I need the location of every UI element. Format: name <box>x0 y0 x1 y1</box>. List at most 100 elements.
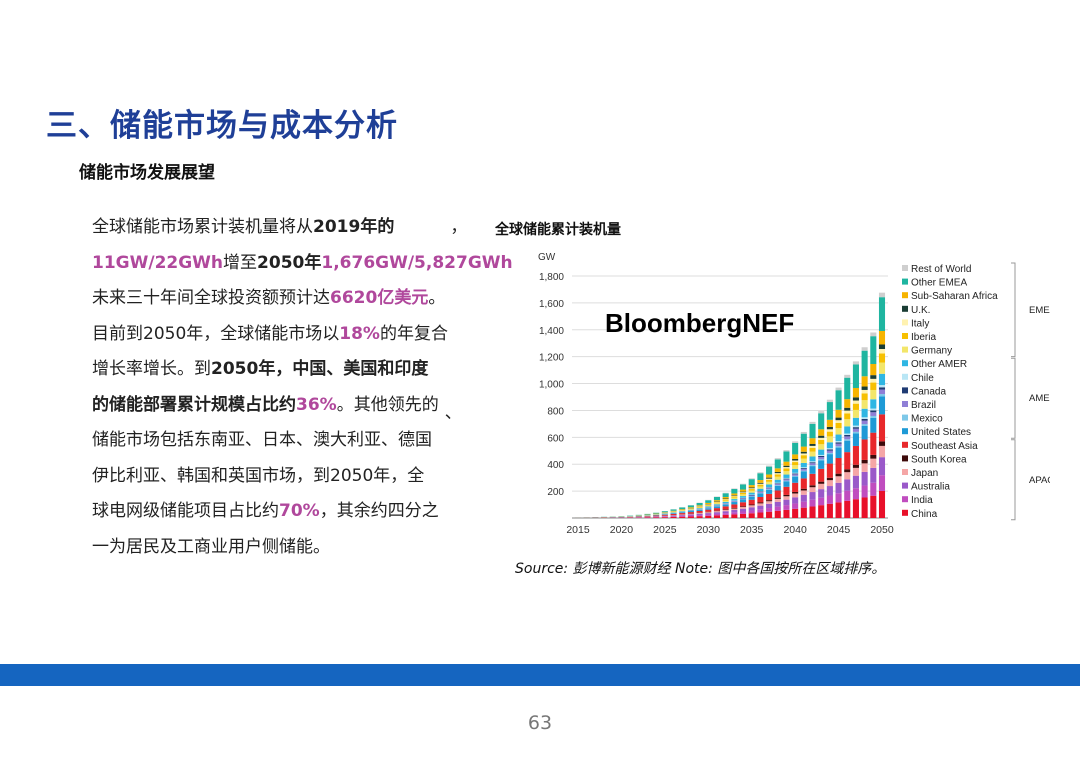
bar-segment <box>705 515 712 518</box>
bar-segment <box>705 506 712 508</box>
bar-segment <box>722 509 729 512</box>
bar-segment <box>800 431 807 434</box>
chart-title: 全球储能累计装机量 <box>495 222 621 238</box>
text-segment: ，其余约四分之 <box>319 501 439 521</box>
bar-segment <box>861 485 868 498</box>
region-bracket <box>1011 357 1016 439</box>
bar-segment <box>878 362 886 374</box>
bar-segment <box>800 462 807 468</box>
bar-segment <box>731 495 738 497</box>
bar-segment <box>852 387 859 398</box>
bar-segment <box>835 422 842 429</box>
bar-segment <box>739 491 747 493</box>
bar-segment <box>835 409 842 418</box>
bar-segment <box>774 510 781 518</box>
bar-segment <box>739 508 747 512</box>
bar-segment <box>713 506 721 509</box>
bar-segment <box>696 506 703 508</box>
bar-segment <box>739 484 747 490</box>
legend-label: India <box>911 495 933 506</box>
bar-segment <box>731 488 738 490</box>
bar-segment <box>861 386 868 390</box>
bar-segment <box>713 511 721 513</box>
region-bracket <box>1011 439 1016 521</box>
highlight-value: 70% <box>279 501 320 521</box>
legend-label: China <box>911 509 938 520</box>
bar-segment <box>826 442 833 449</box>
bar-segment <box>809 445 816 448</box>
text-segment: 球电网级储能项目占比约 <box>92 501 279 521</box>
bar-segment <box>835 473 842 477</box>
bar-segment <box>722 504 729 507</box>
legend-swatch <box>902 428 908 435</box>
storage-capacity-chart: 200 400 600 800 1,000 1,200 1,400 1,600 1,800 GW 2… <box>538 252 1050 536</box>
bar-segment <box>792 442 799 455</box>
bar-segment <box>766 489 773 494</box>
bar-segment <box>800 446 807 452</box>
bar-segment <box>739 502 747 507</box>
bar-segment <box>783 474 790 478</box>
x-tick-label: 2050 <box>870 524 894 536</box>
bar-segment <box>861 420 868 425</box>
bar-segment <box>757 480 764 483</box>
legend-label: Australia <box>911 482 950 493</box>
bar-segment <box>818 489 825 498</box>
bar-segment <box>696 505 703 507</box>
y-tick-label: 600 <box>547 433 564 444</box>
page-title: 三、储能市场与成本分析 <box>46 108 398 144</box>
bar-segment <box>878 344 886 350</box>
bar-segment <box>766 478 773 480</box>
bar-segment <box>748 485 755 488</box>
bar-segment <box>713 513 721 516</box>
bar-segment <box>679 515 686 516</box>
bar-segment <box>757 502 764 504</box>
bar-segment <box>818 459 825 461</box>
highlight-value: 18% <box>339 323 380 344</box>
text-segment: 的储能部署累计规模占比约 <box>92 394 296 415</box>
bar-segment <box>809 487 816 493</box>
legend-swatch <box>902 319 908 326</box>
bar-segment <box>818 429 825 436</box>
bar-segment <box>852 409 859 418</box>
bar-segment <box>774 482 781 484</box>
body-line-6: 的储能部署累计规模占比约36%。其他领先的、 <box>92 388 512 424</box>
bar-segment <box>739 489 747 492</box>
legend-swatch <box>902 496 908 503</box>
bar-segment <box>687 516 694 518</box>
body-line-9: 球电网级储能项目占比约70%，其余约四分之 <box>92 494 512 530</box>
bar-segment <box>800 501 807 508</box>
bar-segment <box>783 461 790 466</box>
bar-segment <box>852 467 859 476</box>
bar-segment <box>705 502 712 505</box>
bar-segment <box>766 487 773 488</box>
bar-segment <box>748 504 755 506</box>
legend-label: Italy <box>911 318 929 329</box>
bar-segment <box>878 373 886 386</box>
legend-swatch <box>902 360 908 367</box>
bar-segment <box>835 387 842 391</box>
bar-segment <box>818 505 825 518</box>
bar-segment <box>705 509 712 512</box>
bar-segment <box>809 451 816 457</box>
bar-segment <box>852 361 859 365</box>
bar-segment <box>852 433 859 446</box>
bar-segment <box>661 511 668 513</box>
bar-segment <box>713 496 721 501</box>
bar-segment <box>852 397 859 401</box>
bar-segment <box>844 399 851 408</box>
bar-segment <box>687 513 694 515</box>
bar-segment <box>870 408 877 411</box>
bar-segment <box>818 437 825 440</box>
bar-segment <box>861 347 868 351</box>
bar-segment <box>835 458 842 474</box>
bar-segment <box>696 513 703 516</box>
bar-segment <box>739 494 747 497</box>
bar-segment <box>826 450 833 453</box>
legend-swatch <box>902 346 908 353</box>
bar-segment <box>722 499 729 500</box>
bar-segment <box>844 426 851 434</box>
text-segment: 2050年 <box>257 252 322 273</box>
bar-segment <box>739 511 747 514</box>
bar-segment <box>792 473 799 475</box>
bar-segment <box>722 492 729 494</box>
